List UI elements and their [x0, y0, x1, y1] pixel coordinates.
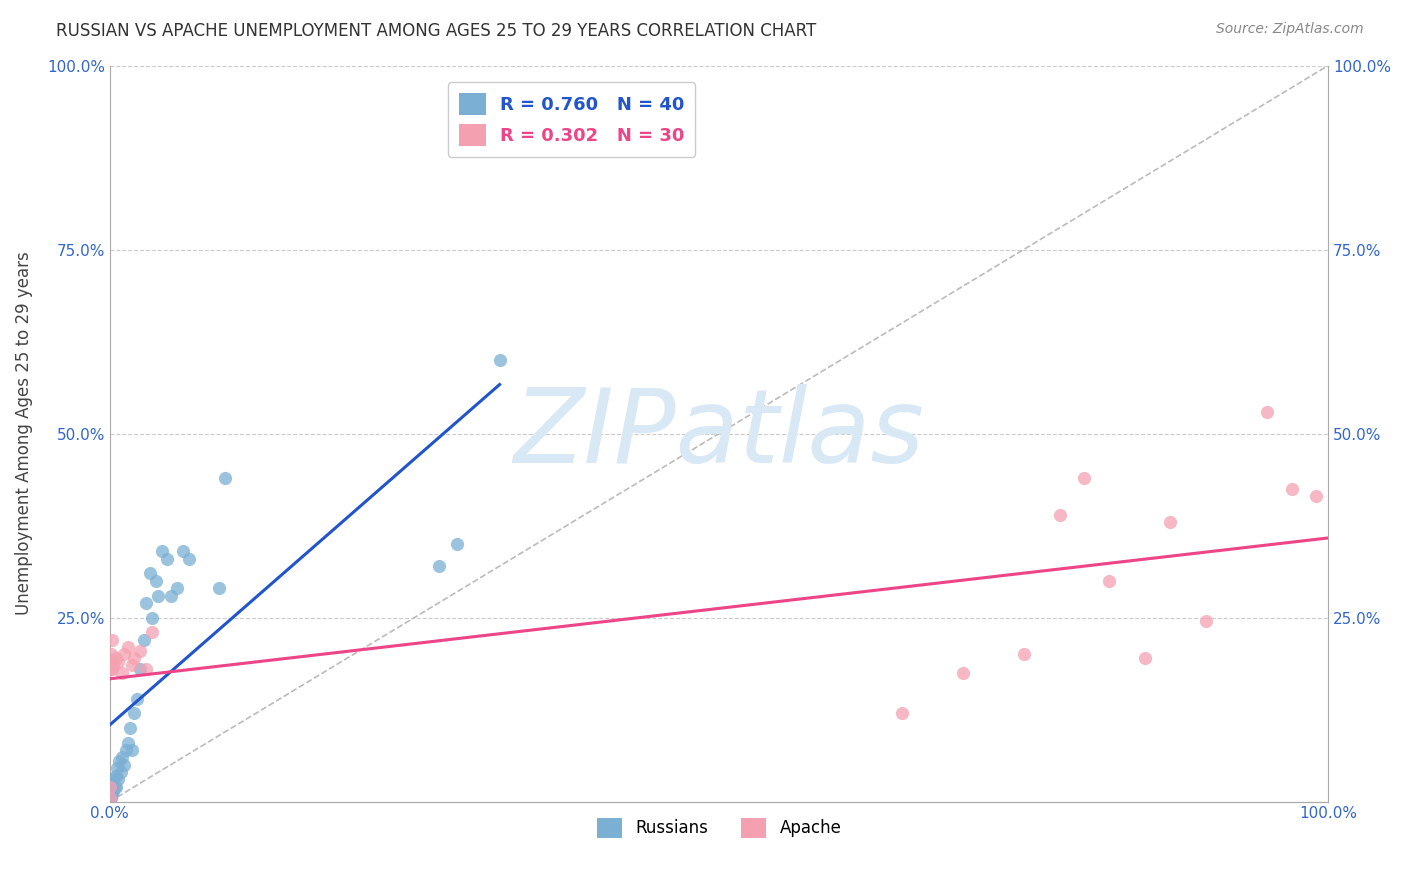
Point — [890, 706, 912, 721]
Point — [150, 544, 173, 558]
Point — [1159, 515, 1181, 529]
Point — [122, 706, 145, 721]
Point — [208, 581, 231, 595]
Point — [1256, 404, 1278, 418]
Point — [1012, 648, 1035, 662]
Point — [1098, 574, 1121, 588]
Point — [103, 655, 125, 669]
Point — [125, 691, 148, 706]
Point — [214, 471, 236, 485]
Point — [1073, 471, 1095, 485]
Point — [108, 754, 131, 768]
Point — [114, 743, 136, 757]
Point — [104, 651, 127, 665]
Point — [100, 648, 122, 662]
Point — [100, 783, 122, 797]
Point — [111, 665, 134, 680]
Point — [446, 537, 468, 551]
Text: ZIPatlas: ZIPatlas — [513, 384, 924, 483]
Legend: Russians, Apache: Russians, Apache — [591, 811, 848, 845]
Point — [104, 780, 127, 794]
Point — [101, 632, 124, 647]
Point — [427, 559, 450, 574]
Point — [121, 658, 143, 673]
Point — [98, 795, 121, 809]
Point — [135, 662, 157, 676]
Y-axis label: Unemployment Among Ages 25 to 29 years: Unemployment Among Ages 25 to 29 years — [15, 252, 32, 615]
Point — [110, 765, 132, 780]
Point — [111, 750, 134, 764]
Point — [112, 648, 135, 662]
Point — [100, 791, 122, 805]
Point — [145, 574, 167, 588]
Point — [129, 643, 152, 657]
Point — [104, 769, 127, 783]
Point — [117, 736, 139, 750]
Point — [952, 665, 974, 680]
Point — [166, 581, 188, 595]
Point — [177, 551, 200, 566]
Point — [98, 780, 121, 794]
Point — [98, 791, 121, 805]
Point — [112, 757, 135, 772]
Point — [135, 596, 157, 610]
Point — [120, 721, 142, 735]
Point — [101, 787, 124, 801]
Point — [121, 743, 143, 757]
Point — [488, 353, 510, 368]
Point — [1281, 482, 1303, 496]
Point — [141, 625, 163, 640]
Point — [103, 783, 125, 797]
Point — [156, 551, 179, 566]
Point — [107, 655, 129, 669]
Point — [139, 566, 162, 581]
Text: Source: ZipAtlas.com: Source: ZipAtlas.com — [1216, 22, 1364, 37]
Point — [101, 776, 124, 790]
Point — [103, 772, 125, 787]
Point — [103, 658, 125, 673]
Point — [129, 662, 152, 676]
Point — [159, 589, 181, 603]
Point — [1135, 651, 1157, 665]
Point — [107, 772, 129, 787]
Point — [117, 640, 139, 654]
Point — [148, 589, 170, 603]
Point — [1049, 508, 1071, 522]
Point — [172, 544, 194, 558]
Point — [141, 610, 163, 624]
Point — [100, 662, 122, 676]
Text: RUSSIAN VS APACHE UNEMPLOYMENT AMONG AGES 25 TO 29 YEARS CORRELATION CHART: RUSSIAN VS APACHE UNEMPLOYMENT AMONG AGE… — [56, 22, 817, 40]
Point — [105, 761, 128, 775]
Point — [122, 651, 145, 665]
Point — [1195, 614, 1218, 628]
Point — [1305, 489, 1327, 503]
Point — [104, 780, 127, 794]
Point — [132, 632, 155, 647]
Point — [101, 662, 124, 676]
